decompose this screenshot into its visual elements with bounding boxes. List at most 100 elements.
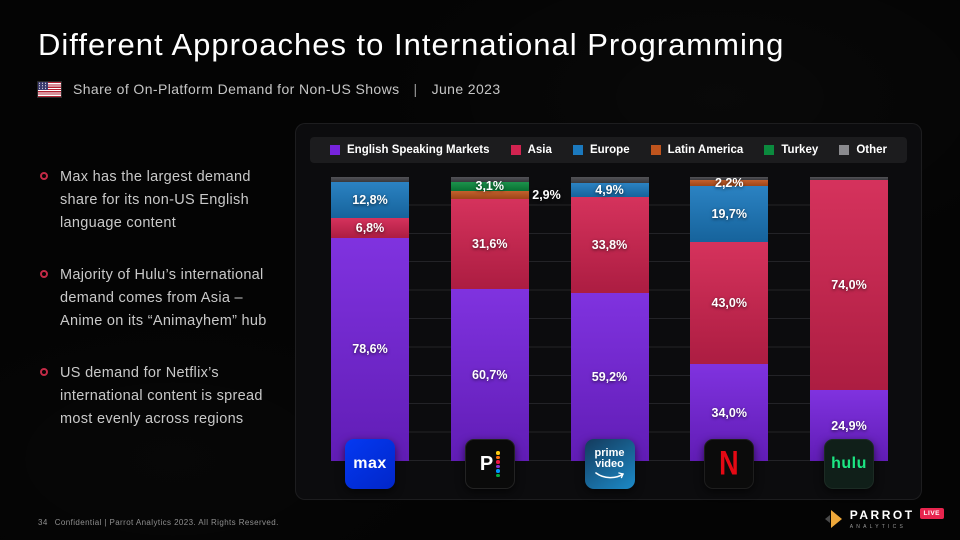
segment-value-label: 2,2% [715,176,744,191]
legend-swatch-latin-america [650,145,661,155]
subtitle-row: Share of On-Platform Demand for Non-US S… [38,81,501,97]
bar-segment-other [570,177,649,183]
bar-netflix: 34,0% 43,0% 19,7% 2,2% [690,176,769,461]
peacock-feather-icon [496,451,500,477]
bullet-circle-icon [40,172,48,180]
bar-segment-other [690,177,769,181]
plot-area: 78,6% 6,8% 12,8% 60,7% 31,6% 2,9% 3,1% 5… [331,176,888,461]
segment-value-label: 78,6% [352,342,388,357]
segment-value-label: 3,1% [475,179,505,194]
segment-value-label: 2,9% [532,187,561,202]
us-flag-icon [38,81,61,97]
footer-text: 34 Confidential | Parrot Analytics 2023. … [38,518,279,527]
max-logo: max [345,439,395,489]
bar-segment-english: 24,9% [810,390,888,461]
legend-label: Other [856,144,887,156]
rights-text: Confidential | Parrot Analytics 2023. Al… [54,518,279,527]
legend-item-latin-america: Latin America [650,144,744,156]
legend-item-europe: Europe [572,144,630,156]
bullet-circle-icon [40,368,48,376]
segment-value-label: 34,0% [711,405,747,420]
bar-prime-video: 59,2% 33,8% 4,9% [570,177,649,461]
bullet-item-3: US demand for Netflix’s international co… [40,362,280,431]
segment-value-label: 12,8% [352,193,388,208]
legend-label: Europe [589,144,630,156]
bar-segment-asia: 74,0% [810,180,888,391]
legend-item-other: Other [839,144,887,156]
subtitle-separator: | [413,81,418,97]
bar-segment-other [331,177,409,183]
platform-logos-row: max P prime video N [331,439,888,489]
legend-swatch-english [330,145,340,155]
legend-item-asia: Asia [510,144,552,156]
brand-name: PARROT [849,508,915,522]
bar-hulu: 24,9% 74,0% [810,177,888,461]
bullet-item-2: Majority of Hulu’s international demand … [40,264,280,333]
segment-value-label: 43,0% [711,296,747,311]
hulu-logo: hulu [824,439,874,489]
bar-segment-asia: 43,0% [690,242,769,365]
legend-item-english-speaking-markets: English Speaking Markets [330,144,490,156]
legend-label: Asia [527,144,552,156]
parrot-arrow-icon [824,510,843,528]
brand-subtitle: ANALYTICS [849,524,906,530]
bar-segment-europe: 19,7% [690,186,769,243]
segment-value-label: 4,9% [595,182,624,197]
peacock-logo-text: P [479,452,494,475]
bullet-list: Max has the largest demand share for its… [40,166,280,460]
legend-item-turkey: Turkey [764,144,818,156]
legend-swatch-turkey [764,145,775,155]
segment-value-label: 19,7% [711,207,747,222]
prime-smile-arrow-icon [594,472,624,479]
legend-swatch-other [839,145,850,155]
bar-segment-latin-america: 2,2% [690,176,769,190]
bar-segment-turkey: 3,1% [450,179,529,194]
segment-value-label: 6,8% [355,221,385,236]
bar-segment-english: 78,6% [331,237,409,461]
bar-segment-english: 59,2% [570,292,649,461]
segment-value-label: 33,8% [591,237,628,252]
bar-peacock: 60,7% 31,6% 2,9% 3,1% [450,177,561,461]
segment-value-label: 31,6% [472,236,508,251]
bullet-text: Max has the largest demand share for its… [60,169,251,231]
bar-segment-europe: 4,9% [570,182,649,197]
netflix-logo-text: N [719,444,739,483]
legend-label: English Speaking Markets [347,144,490,156]
bar-segment-latin-america: 2,9% [450,188,561,202]
bar-segment-asia: 6,8% [331,218,409,238]
bar-segment-asia: 31,6% [450,198,529,289]
page-number: 34 [38,518,48,527]
chart-panel: English Speaking Markets Asia Europe Lat… [295,123,922,500]
us-flag-canton [38,81,48,90]
subtitle-date: June 2023 [431,81,501,97]
hulu-logo-text: hulu [831,455,867,472]
bar-segment-other [810,177,888,181]
prime-logo-text-line2: video [595,458,624,470]
bar-segment-english: 60,7% [450,288,529,461]
legend-label: Turkey [781,144,819,156]
max-logo-text: max [353,455,387,472]
subtitle: Share of On-Platform Demand for Non-US S… [73,81,400,97]
chart-legend: English Speaking Markets Asia Europe Lat… [310,137,907,163]
prime-logo-text-line1: prime [594,447,625,459]
bullet-text: US demand for Netflix’s international co… [60,365,263,427]
bullet-item-1: Max has the largest demand share for its… [40,166,280,235]
segment-value-label: 24,9% [831,418,867,433]
bar-max: 78,6% 6,8% 12,8% [331,177,409,461]
legend-swatch-asia [510,145,521,155]
prime-video-logo: prime video [584,439,635,489]
peacock-logo: P [464,439,515,489]
page-title: Different Approaches to International Pr… [38,27,785,62]
bullet-circle-icon [40,270,48,278]
bar-segment-europe: 12,8% [331,182,409,219]
bar-segment-other [450,177,529,182]
netflix-logo: N [704,439,755,489]
segment-value-label: 74,0% [831,278,867,293]
bullet-text: Majority of Hulu’s international demand … [60,267,267,329]
live-badge: LIVE [919,508,944,519]
bar-segment-asia: 33,8% [570,196,649,293]
legend-label: Latin America [667,144,744,156]
legend-swatch-europe [572,145,583,155]
segment-value-label: 60,7% [472,367,508,382]
